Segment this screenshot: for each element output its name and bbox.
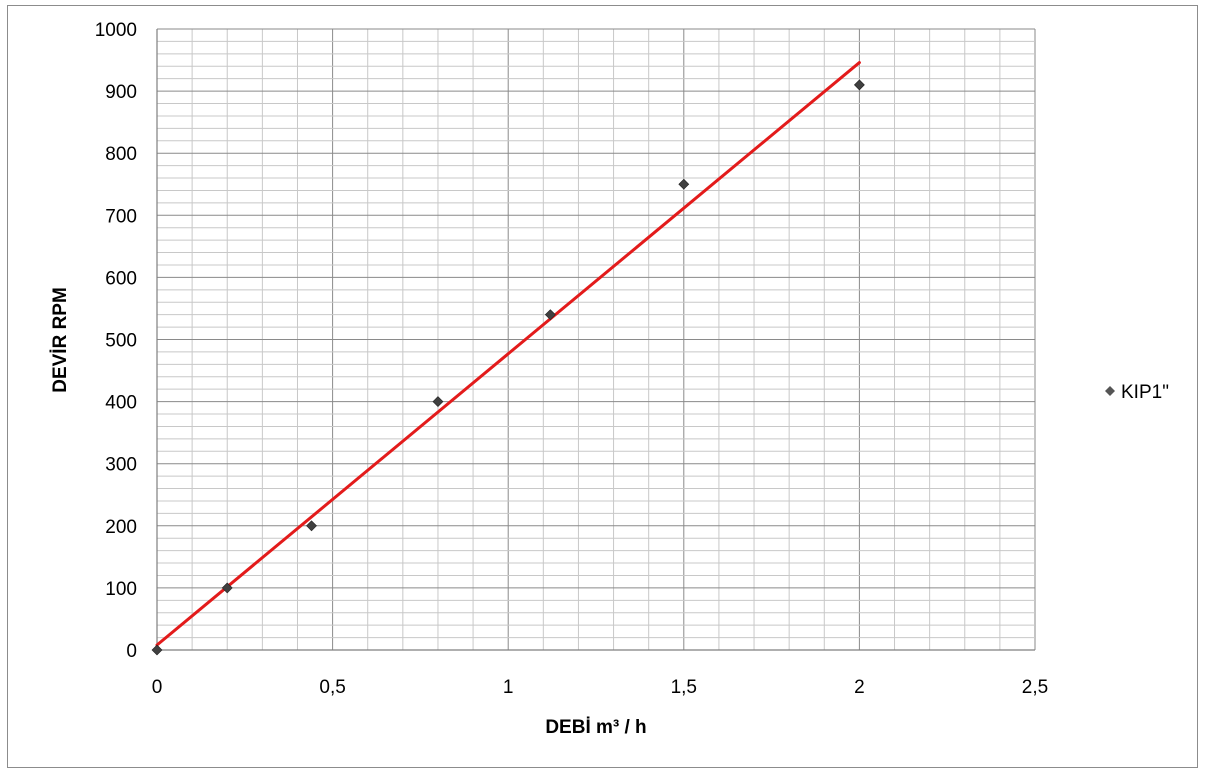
x-tick-label: 1,5 — [671, 677, 697, 698]
y-tick-labels: 0 100 200 300 400 500 600 700 800 900 1000 — [95, 20, 137, 662]
legend-marker-diamond — [1105, 386, 1115, 396]
x-tick-label: 2 — [854, 677, 865, 698]
legend: KIP1" — [1105, 382, 1169, 403]
y-tick-label: 500 — [105, 331, 137, 352]
data-point — [151, 644, 163, 656]
grid — [156, 28, 1036, 651]
y-tick-label: 400 — [105, 393, 137, 414]
data-points — [151, 79, 865, 656]
y-tick-label: 900 — [105, 82, 137, 103]
axes — [156, 29, 1035, 651]
x-tick-label: 0,5 — [319, 677, 345, 698]
x-tick-label: 2,5 — [1022, 677, 1048, 698]
y-tick-label: 0 — [126, 641, 137, 662]
x-tick-label: 0 — [152, 677, 163, 698]
data-point — [678, 178, 690, 190]
y-tick-label: 1000 — [95, 20, 137, 41]
y-tick-label: 300 — [105, 455, 137, 476]
x-tick-label: 1 — [503, 677, 514, 698]
data-point — [221, 582, 233, 594]
data-point — [306, 520, 317, 532]
trendline — [155, 61, 861, 647]
y-tick-label: 800 — [105, 144, 137, 165]
data-point — [432, 396, 444, 408]
y-tick-label: 200 — [105, 517, 137, 538]
data-point — [853, 79, 865, 91]
legend-label: KIP1" — [1121, 382, 1169, 403]
y-tick-label: 100 — [105, 579, 137, 600]
linear-trendline — [155, 61, 861, 647]
y-axis-title: DEVİR RPM — [50, 287, 71, 393]
x-tick-labels: 0 0,5 1 1,5 2 2,5 — [152, 677, 1049, 698]
y-tick-label: 600 — [105, 268, 137, 289]
x-axis-title: DEBİ m³ / h — [545, 717, 646, 738]
data-point — [544, 309, 556, 321]
y-tick-label: 700 — [105, 206, 137, 227]
